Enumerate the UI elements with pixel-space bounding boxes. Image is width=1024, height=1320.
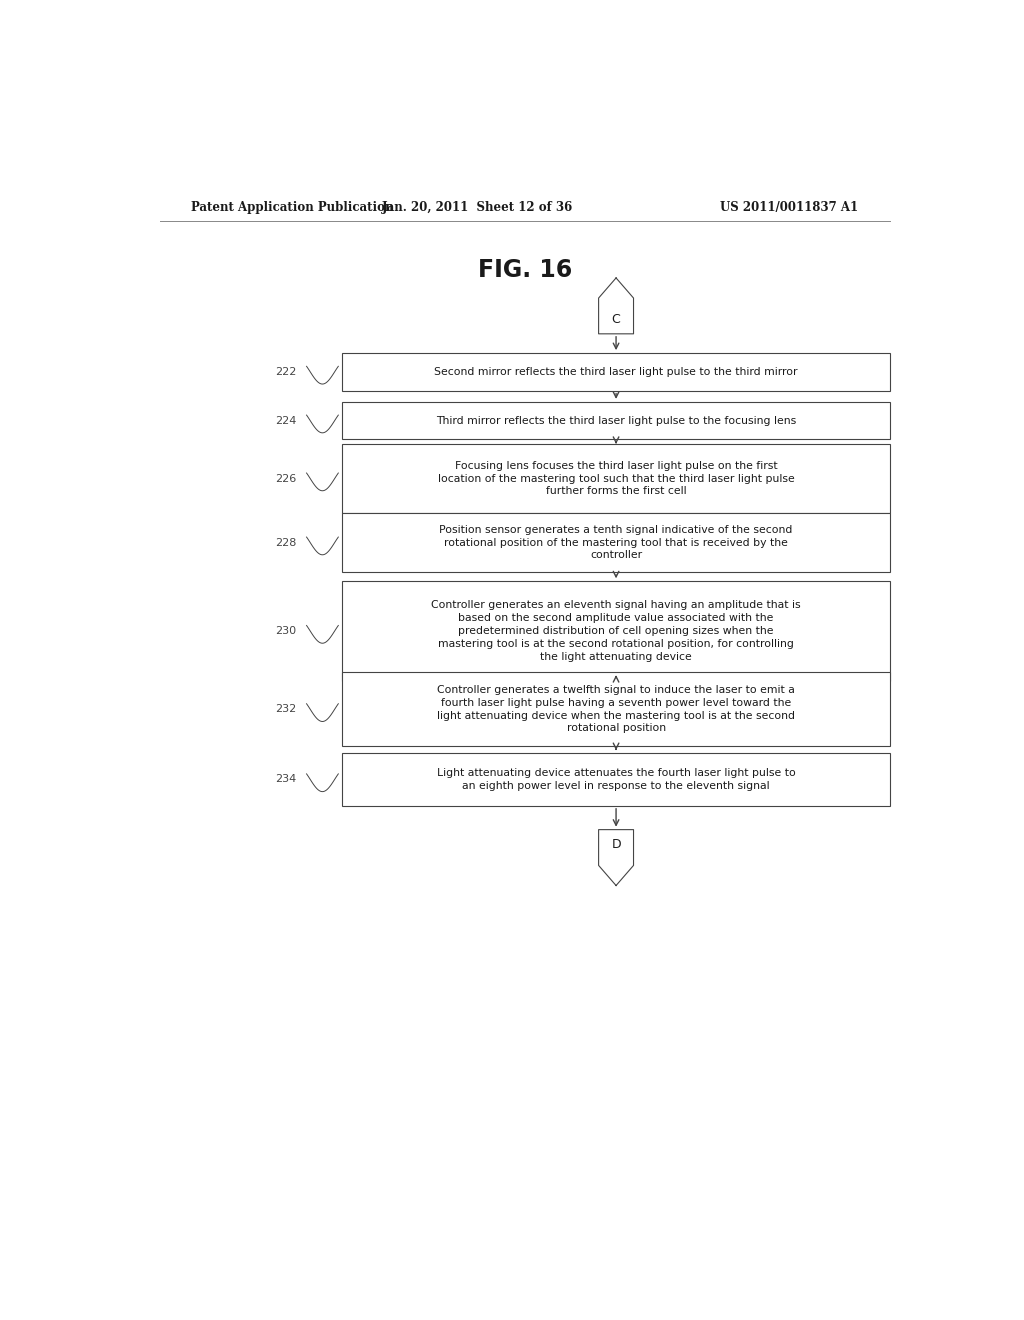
Polygon shape	[599, 830, 634, 886]
Text: Second mirror reflects the third laser light pulse to the third mirror: Second mirror reflects the third laser l…	[434, 367, 798, 376]
Text: 226: 226	[274, 474, 296, 483]
Bar	[342, 401, 890, 440]
Text: Controller generates a twelfth signal to induce the laser to emit a
fourth laser: Controller generates a twelfth signal to…	[437, 685, 795, 734]
Bar	[342, 752, 890, 805]
Text: Position sensor generates a tenth signal indicative of the second
rotational pos: Position sensor generates a tenth signal…	[439, 525, 793, 561]
Bar	[342, 352, 890, 391]
Bar	[342, 513, 890, 572]
Text: Focusing lens focuses the third laser light pulse on the first
location of the m: Focusing lens focuses the third laser li…	[437, 461, 795, 496]
Text: Light attenuating device attenuates the fourth laser light pulse to
an eighth po: Light attenuating device attenuates the …	[436, 768, 796, 791]
Text: Controller generates an eleventh signal having an amplitude that is
based on the: Controller generates an eleventh signal …	[431, 601, 801, 661]
Text: Jan. 20, 2011  Sheet 12 of 36: Jan. 20, 2011 Sheet 12 of 36	[382, 201, 572, 214]
Bar	[342, 444, 890, 513]
Text: 222: 222	[274, 367, 296, 376]
Text: D: D	[611, 838, 621, 850]
Bar	[342, 672, 890, 746]
Text: C: C	[611, 313, 621, 326]
Text: Patent Application Publication: Patent Application Publication	[191, 201, 394, 214]
Text: 230: 230	[274, 626, 296, 636]
Bar	[342, 581, 890, 681]
Text: Third mirror reflects the third laser light pulse to the focusing lens: Third mirror reflects the third laser li…	[436, 416, 797, 425]
Polygon shape	[599, 279, 634, 334]
Text: FIG. 16: FIG. 16	[477, 259, 572, 282]
Text: 232: 232	[274, 705, 296, 714]
Text: 224: 224	[274, 416, 296, 425]
Text: 234: 234	[274, 775, 296, 784]
Text: 228: 228	[274, 537, 296, 548]
Text: US 2011/0011837 A1: US 2011/0011837 A1	[720, 201, 858, 214]
